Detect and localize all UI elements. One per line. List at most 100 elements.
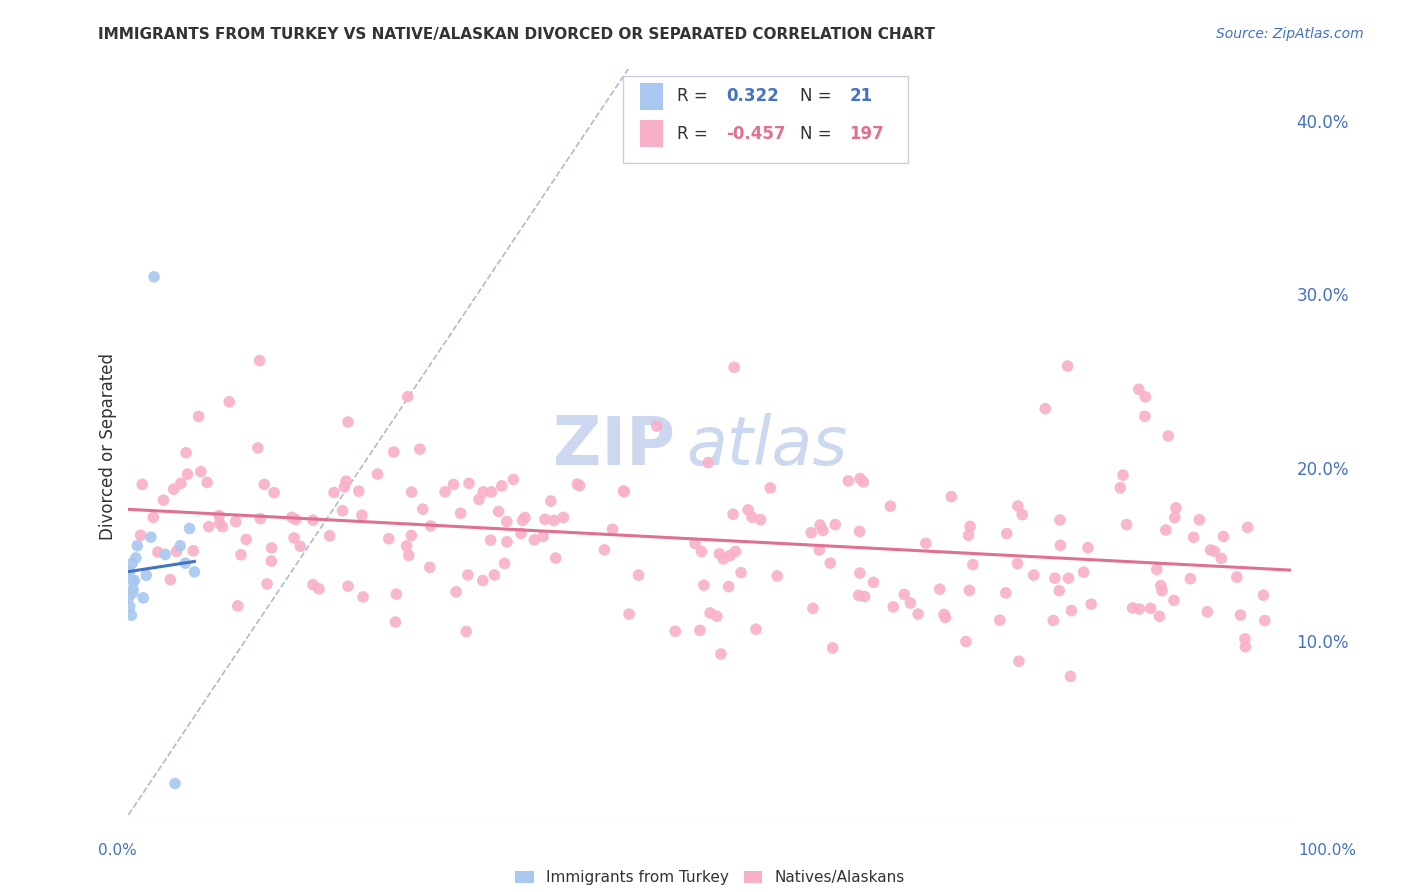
Point xyxy=(540,494,562,508)
Point xyxy=(1128,602,1150,616)
Point xyxy=(567,477,589,491)
Point xyxy=(337,415,360,429)
Point xyxy=(323,485,346,500)
Point xyxy=(208,508,231,523)
Point xyxy=(1049,538,1071,552)
Point xyxy=(235,533,257,547)
Point xyxy=(849,566,872,580)
Point xyxy=(914,536,936,550)
Point xyxy=(450,506,472,520)
Point xyxy=(502,472,524,486)
Point xyxy=(132,591,155,605)
Point xyxy=(1180,572,1202,586)
Point xyxy=(1033,401,1056,416)
Point xyxy=(710,647,733,661)
Point xyxy=(117,591,139,605)
Point xyxy=(155,548,177,562)
Point xyxy=(1007,499,1029,513)
Point xyxy=(385,587,408,601)
Point xyxy=(456,624,478,639)
Point xyxy=(121,574,143,588)
Point xyxy=(721,508,744,522)
Point xyxy=(995,526,1018,541)
Point xyxy=(1128,382,1150,396)
Point xyxy=(1204,544,1226,558)
Point xyxy=(724,544,747,558)
Point xyxy=(494,557,516,571)
Point xyxy=(1188,513,1211,527)
Point xyxy=(179,521,201,535)
Point xyxy=(260,554,283,568)
Point xyxy=(1150,579,1173,593)
Point xyxy=(852,475,875,489)
Point xyxy=(994,586,1017,600)
Text: 0.322: 0.322 xyxy=(727,87,779,105)
Point xyxy=(941,490,963,504)
Point xyxy=(174,556,197,570)
Point xyxy=(1122,601,1144,615)
Point xyxy=(131,477,153,491)
Point xyxy=(711,552,734,566)
Point xyxy=(479,533,502,548)
Point xyxy=(118,565,141,579)
Point xyxy=(142,510,165,524)
Point xyxy=(1226,570,1249,584)
Point xyxy=(718,549,741,563)
Point xyxy=(412,502,434,516)
Point xyxy=(1080,597,1102,611)
Point xyxy=(848,588,870,602)
Text: R =: R = xyxy=(678,87,709,105)
Point xyxy=(766,569,789,583)
Point xyxy=(169,539,191,553)
Point xyxy=(879,500,901,514)
Point xyxy=(225,515,247,529)
Point xyxy=(118,599,141,614)
Point xyxy=(801,601,824,615)
Point xyxy=(382,445,405,459)
Point xyxy=(955,634,977,648)
Point xyxy=(1133,409,1156,424)
Point xyxy=(218,394,240,409)
Point xyxy=(283,531,305,545)
Point xyxy=(808,543,831,558)
Point xyxy=(1008,654,1031,668)
Text: 0.0%: 0.0% xyxy=(98,843,138,858)
Point xyxy=(1146,562,1168,576)
Point xyxy=(523,533,546,547)
Point xyxy=(350,508,373,523)
Point xyxy=(689,624,711,638)
Point xyxy=(709,547,731,561)
Point xyxy=(181,543,204,558)
Point xyxy=(543,513,565,527)
Point xyxy=(683,536,706,550)
Point xyxy=(1182,530,1205,544)
Point xyxy=(693,578,716,592)
Point xyxy=(347,484,370,499)
Point xyxy=(717,580,740,594)
Point xyxy=(1059,669,1081,683)
Point xyxy=(176,467,198,482)
Point xyxy=(957,528,980,542)
Point xyxy=(190,465,212,479)
Point xyxy=(749,513,772,527)
Point xyxy=(737,503,759,517)
Point xyxy=(122,585,145,599)
Point xyxy=(848,524,870,539)
Point xyxy=(957,583,980,598)
Point xyxy=(1042,614,1064,628)
Text: IMMIGRANTS FROM TURKEY VS NATIVE/ALASKAN DIVORCED OR SEPARATED CORRELATION CHART: IMMIGRANTS FROM TURKEY VS NATIVE/ALASKAN… xyxy=(98,27,935,42)
Point xyxy=(336,579,359,593)
Point xyxy=(1049,513,1071,527)
Point xyxy=(491,479,513,493)
Point xyxy=(419,560,441,574)
Point xyxy=(1109,481,1132,495)
Text: N =: N = xyxy=(800,125,831,143)
Point xyxy=(706,609,728,624)
Point xyxy=(745,622,768,636)
Point xyxy=(444,584,467,599)
Point xyxy=(1199,543,1222,558)
Point xyxy=(135,568,157,582)
Point xyxy=(1060,603,1083,617)
Point xyxy=(308,582,330,596)
Point xyxy=(1077,541,1099,555)
